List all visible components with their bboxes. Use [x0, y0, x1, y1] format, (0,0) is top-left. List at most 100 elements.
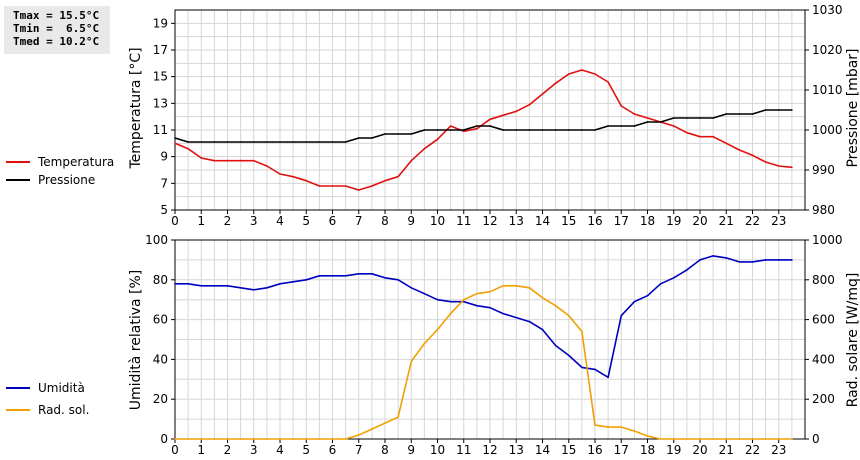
- x-tick-label: 7: [355, 443, 363, 457]
- humidity-radiation-chart: 0 1 2 3 4 5 6 7 8 9 10 11 12 13 14 15 16 17 18 19 20 21 22 2302…: [145, 233, 842, 457]
- data-point: [384, 422, 386, 424]
- data-point: [331, 185, 334, 187]
- x-tick-label: 3: [250, 214, 258, 228]
- x-tick-label: 1: [197, 443, 205, 457]
- data-point: [515, 285, 518, 287]
- bottom-ylabel: Umidità relativa [%]: [128, 270, 144, 411]
- data-point: [476, 304, 478, 307]
- x-tick-label: 7: [355, 214, 363, 228]
- data-point: [778, 438, 780, 440]
- data-point: [253, 159, 255, 162]
- legend-temperatura-label: Temperatura: [37, 155, 114, 169]
- x-tick-label: 4: [276, 214, 284, 228]
- top-ylabel: Temperatura [°C]: [128, 47, 144, 169]
- data-point: [607, 376, 609, 379]
- data-point: [594, 73, 596, 75]
- data-point: [751, 113, 754, 115]
- x-tick-label: 5: [302, 443, 310, 457]
- data-point: [791, 166, 793, 169]
- data-point: [646, 435, 649, 437]
- legend-umidita-label: Umidità: [38, 381, 85, 395]
- data-point: [331, 275, 334, 277]
- y-tick-label: 19: [153, 16, 168, 30]
- x-tick-label: 10: [430, 443, 445, 457]
- data-point: [633, 430, 636, 432]
- y-tick-label: 7: [160, 176, 168, 190]
- y2-tick-label: 990: [812, 163, 835, 177]
- data-point: [528, 129, 531, 131]
- data-point: [253, 289, 255, 291]
- data-point: [646, 294, 649, 297]
- y-tick-label: 9: [160, 150, 168, 164]
- data-point: [449, 125, 452, 127]
- data-point: [554, 344, 557, 347]
- data-point: [594, 424, 596, 426]
- data-point: [292, 141, 294, 143]
- data-point: [725, 438, 728, 440]
- data-point: [712, 255, 714, 257]
- data-point: [318, 438, 321, 440]
- data-point: [200, 285, 203, 287]
- data-point: [331, 141, 334, 143]
- data-point: [213, 141, 216, 143]
- x-tick-label: 16: [587, 214, 602, 228]
- data-point: [410, 287, 413, 289]
- x-tick-label: 19: [666, 443, 681, 457]
- data-point: [305, 279, 308, 281]
- data-point: [751, 438, 754, 440]
- data-point: [449, 312, 452, 315]
- data-point: [266, 165, 268, 167]
- data-point: [239, 141, 242, 143]
- data-point: [266, 141, 268, 143]
- data-point: [213, 438, 216, 440]
- x-tick-label: 11: [456, 443, 471, 457]
- series-line-pressione: [174, 109, 792, 143]
- data-point: [528, 103, 531, 106]
- x-tick-label: 6: [329, 443, 337, 457]
- data-point: [541, 93, 544, 95]
- data-point: [791, 438, 793, 440]
- data-point: [764, 109, 767, 111]
- data-point: [699, 259, 701, 261]
- data-point: [371, 273, 373, 275]
- data-point: [423, 129, 426, 131]
- data-point: [371, 137, 373, 139]
- tmax-text: Tmax = 15.5°C: [13, 9, 100, 22]
- data-point: [791, 109, 793, 111]
- data-point: [423, 342, 426, 345]
- data-point: [620, 426, 623, 428]
- y2-tick-label: 1030: [812, 3, 843, 17]
- temperature-pressure-chart: 0 1 2 3 4 5 6 7 8 9 10 11 12 13 14 15 16 17 18 19 20 21 22 2357…: [153, 3, 843, 228]
- data-point: [213, 159, 216, 162]
- data-point: [292, 175, 294, 178]
- data-point: [568, 314, 570, 317]
- data-point: [213, 285, 216, 287]
- data-point: [344, 141, 347, 143]
- data-point: [502, 114, 504, 117]
- y2-tick-label: 980: [812, 203, 835, 217]
- data-point: [239, 159, 242, 162]
- data-point: [344, 185, 347, 187]
- x-tick-label: 18: [640, 443, 655, 457]
- data-point: [686, 269, 688, 271]
- data-point: [436, 129, 439, 131]
- data-point: [331, 438, 334, 440]
- data-point: [279, 283, 281, 285]
- data-point: [253, 438, 255, 440]
- legend-radsol-label: Rad. sol.: [38, 403, 89, 417]
- x-tick-label: 1: [197, 214, 205, 228]
- data-point: [292, 438, 294, 440]
- data-point: [778, 165, 780, 167]
- y-tick-label: 0: [160, 432, 168, 446]
- data-point: [528, 320, 531, 323]
- data-point: [436, 298, 439, 301]
- data-point: [476, 292, 478, 295]
- y-tick-label: 15: [153, 70, 168, 84]
- data-point: [646, 121, 649, 123]
- data-point: [371, 428, 373, 430]
- data-point: [541, 296, 544, 299]
- x-tick-label: 14: [535, 443, 550, 457]
- y2-tick-label: 400: [812, 352, 835, 366]
- x-tick-label: 22: [745, 214, 760, 228]
